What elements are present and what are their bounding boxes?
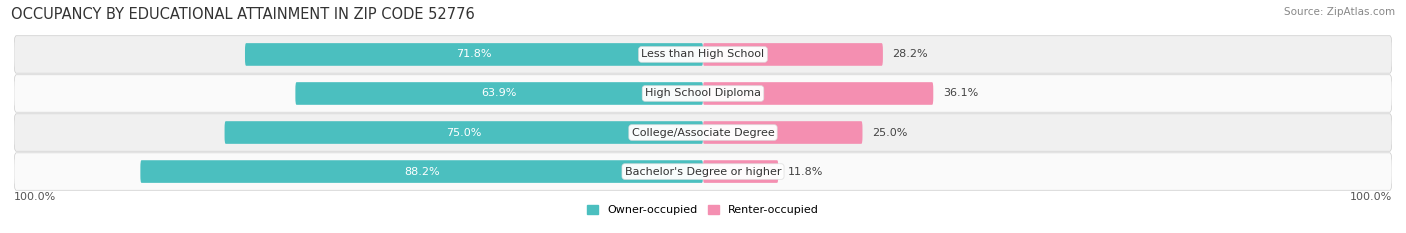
Text: Source: ZipAtlas.com: Source: ZipAtlas.com <box>1284 7 1395 17</box>
FancyBboxPatch shape <box>141 160 703 183</box>
FancyBboxPatch shape <box>14 36 1392 73</box>
Text: Less than High School: Less than High School <box>641 49 765 59</box>
Text: 71.8%: 71.8% <box>456 49 492 59</box>
Legend: Owner-occupied, Renter-occupied: Owner-occupied, Renter-occupied <box>582 201 824 220</box>
FancyBboxPatch shape <box>14 153 1392 190</box>
FancyBboxPatch shape <box>703 82 934 105</box>
FancyBboxPatch shape <box>14 75 1392 112</box>
Text: 75.0%: 75.0% <box>446 127 481 137</box>
Text: OCCUPANCY BY EDUCATIONAL ATTAINMENT IN ZIP CODE 52776: OCCUPANCY BY EDUCATIONAL ATTAINMENT IN Z… <box>11 7 475 22</box>
Text: 11.8%: 11.8% <box>787 167 824 177</box>
Text: High School Diploma: High School Diploma <box>645 89 761 99</box>
Text: College/Associate Degree: College/Associate Degree <box>631 127 775 137</box>
FancyBboxPatch shape <box>14 114 1392 151</box>
Text: 88.2%: 88.2% <box>404 167 440 177</box>
Text: 100.0%: 100.0% <box>14 192 56 202</box>
Text: 25.0%: 25.0% <box>872 127 907 137</box>
FancyBboxPatch shape <box>225 121 703 144</box>
FancyBboxPatch shape <box>295 82 703 105</box>
FancyBboxPatch shape <box>703 121 862 144</box>
Text: Bachelor's Degree or higher: Bachelor's Degree or higher <box>624 167 782 177</box>
Text: 63.9%: 63.9% <box>481 89 517 99</box>
Text: 100.0%: 100.0% <box>1350 192 1392 202</box>
Text: 28.2%: 28.2% <box>893 49 928 59</box>
Text: 36.1%: 36.1% <box>943 89 979 99</box>
FancyBboxPatch shape <box>245 43 703 66</box>
FancyBboxPatch shape <box>703 43 883 66</box>
FancyBboxPatch shape <box>703 160 779 183</box>
